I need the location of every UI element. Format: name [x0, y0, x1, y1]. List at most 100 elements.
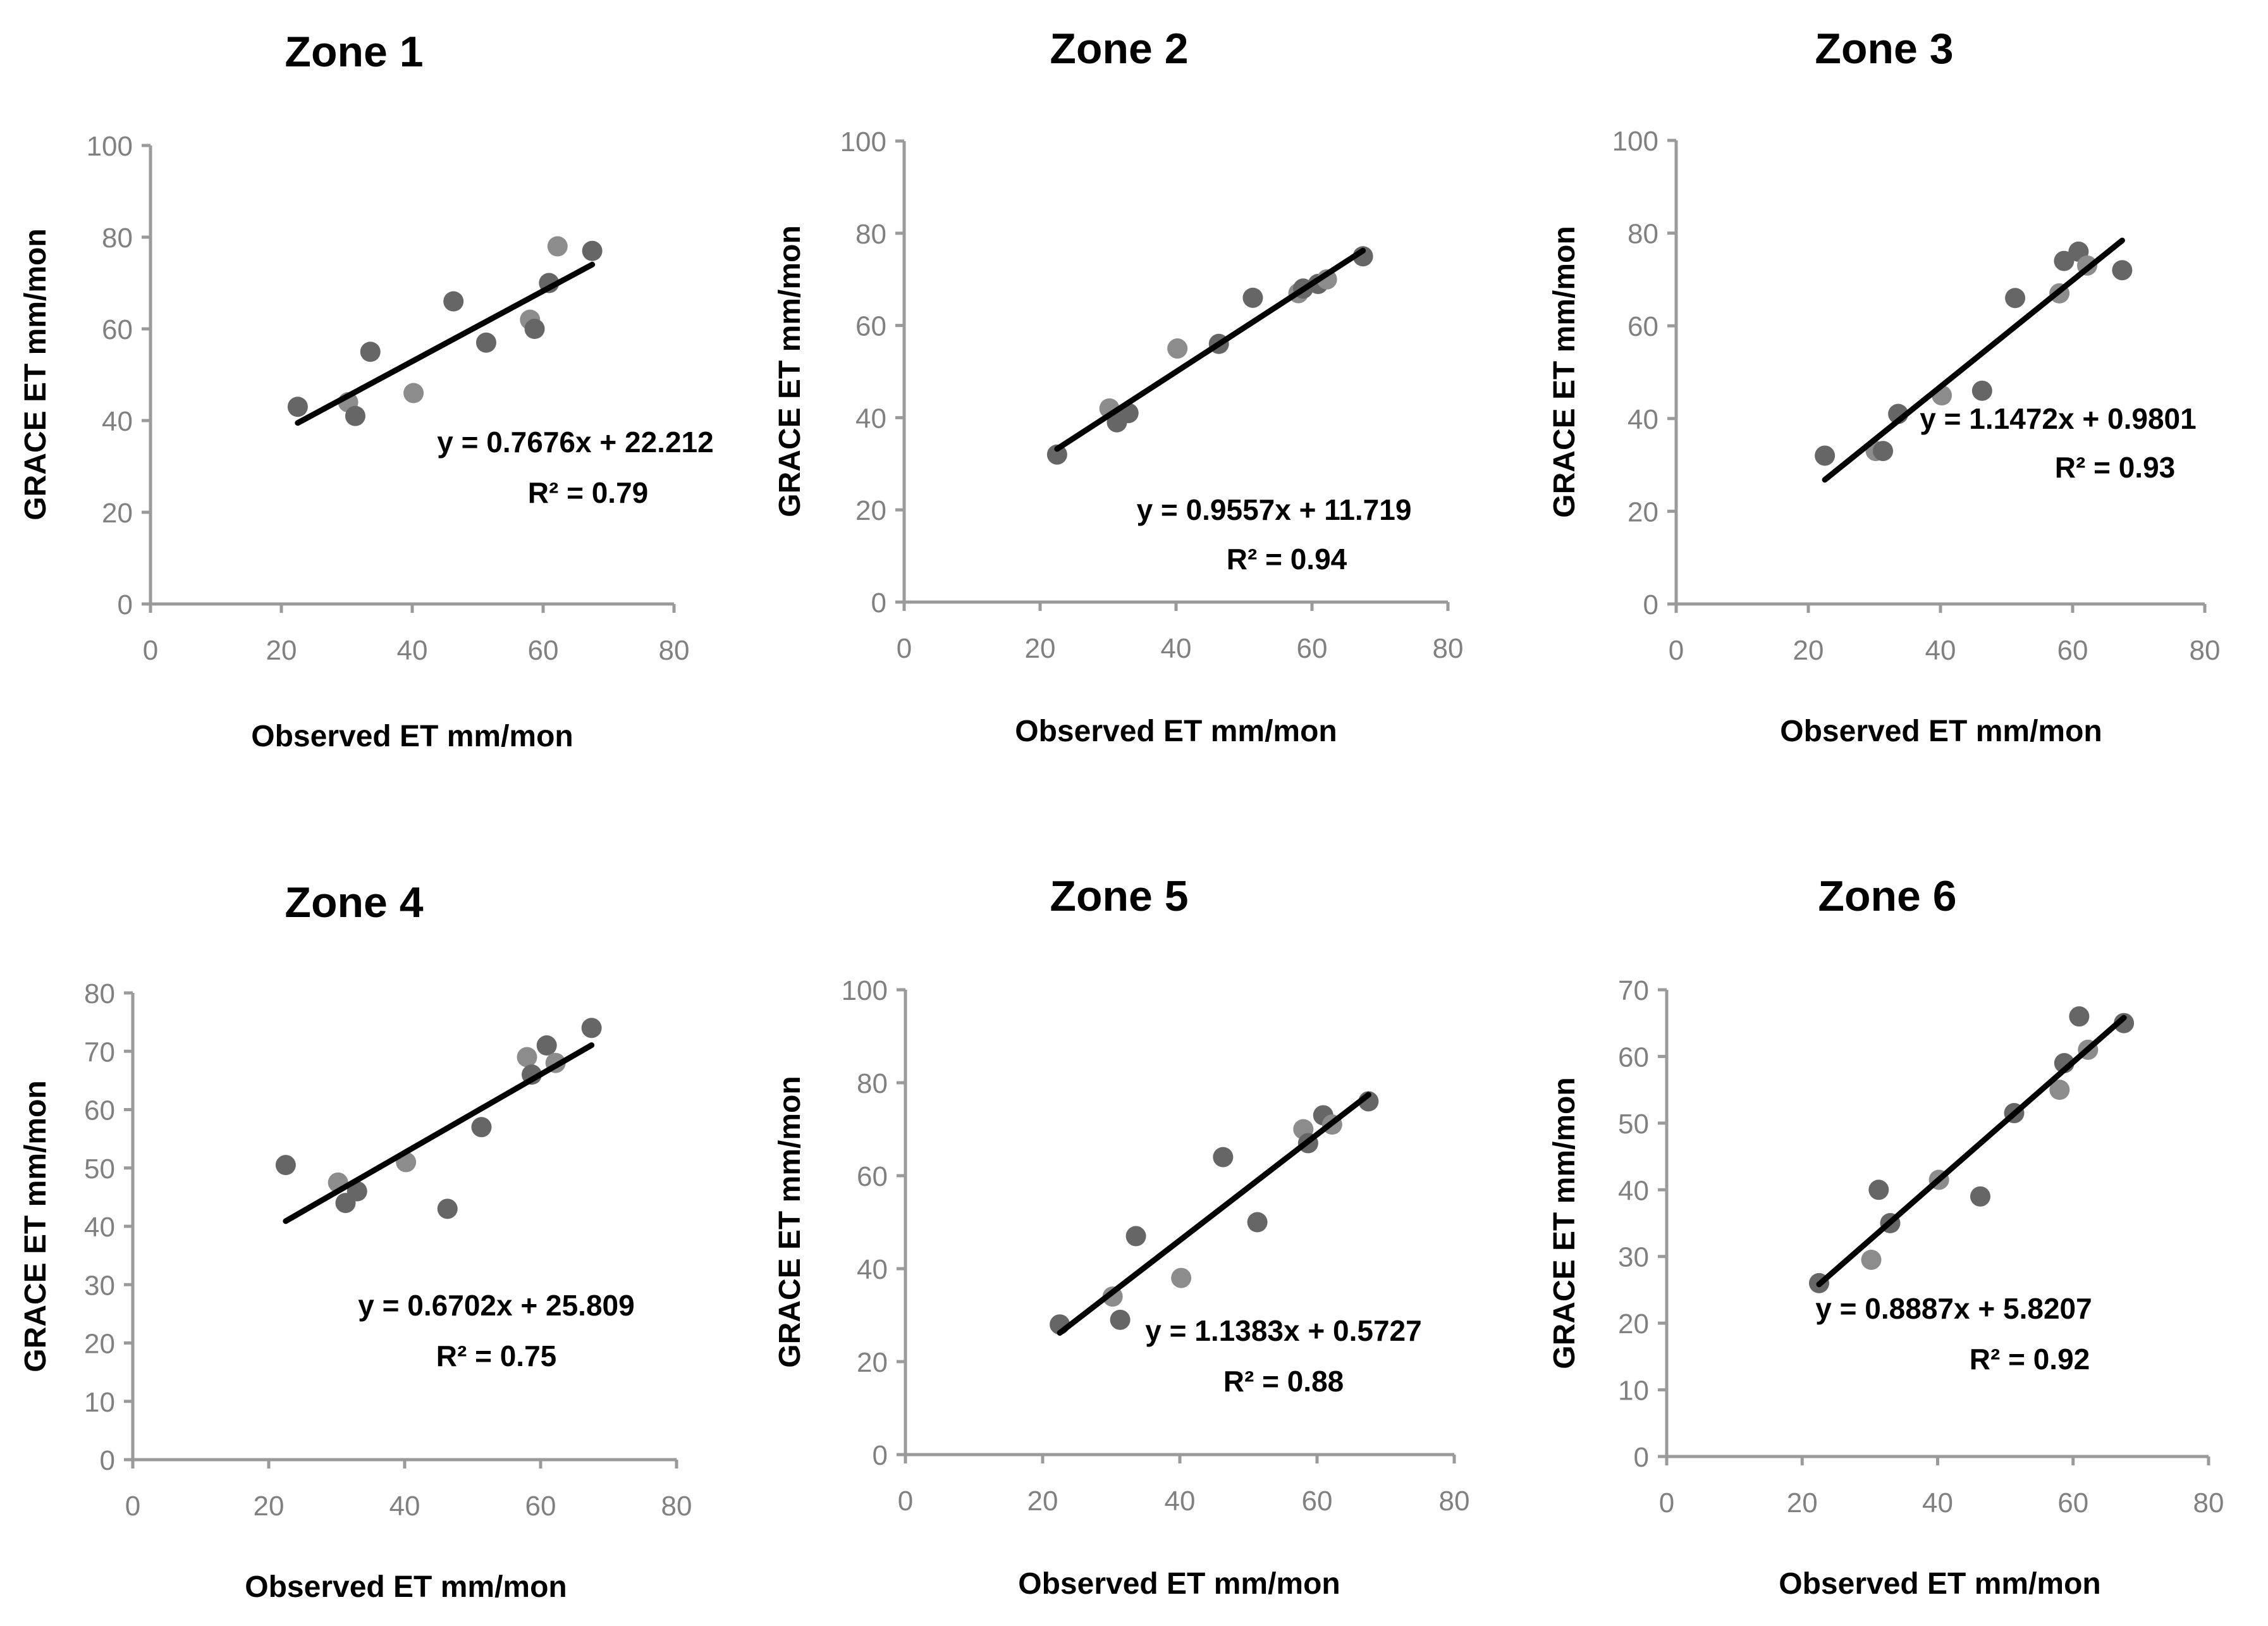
zone-1-panel: Zone 1 0 20 40 60 80 100 0 20 40 60 80 GRACE ET mm/m… [19, 28, 714, 753]
data-point [275, 1155, 296, 1176]
y-tick-label: 40 [84, 1212, 115, 1243]
y-tick-label: 40 [857, 1254, 888, 1285]
data-point [360, 342, 381, 362]
trend-line [1054, 247, 1366, 452]
y-axis-label: GRACE ET mm/mon [773, 1076, 807, 1367]
r-squared-label: R² = 0.75 [436, 1340, 557, 1372]
data-point [471, 1117, 492, 1138]
y-tick-label: 0 [100, 1445, 115, 1476]
y-tick-label: 10 [84, 1387, 115, 1418]
y-tick-label: 70 [84, 1037, 115, 1068]
y-tick-label: 10 [1618, 1376, 1649, 1407]
data-point [547, 236, 568, 257]
data-point [1970, 1186, 1990, 1207]
data-point [1125, 1226, 1146, 1247]
x-tick-label: 20 [1793, 635, 1824, 666]
y-tick-label: 30 [1618, 1242, 1649, 1273]
x-tick-label: 20 [1787, 1487, 1818, 1518]
y-tick-label: 20 [1627, 496, 1658, 527]
data-point [1873, 441, 1894, 462]
x-tick-label: 20 [1025, 633, 1056, 664]
panel-title: Zone 5 [1050, 872, 1188, 920]
y-tick-label: 60 [855, 311, 886, 342]
y-axis-label: GRACE ET mm/mon [19, 228, 52, 520]
regression-equation: y = 1.1472x + 0.9801 [1920, 402, 2196, 435]
r-squared-label: R² = 0.88 [1223, 1365, 1344, 1398]
y-tick-label: 60 [102, 314, 133, 345]
r-squared-label: R² = 0.93 [2055, 451, 2176, 484]
data-point [1247, 1212, 1268, 1233]
data-point [437, 1198, 458, 1219]
data-point [1213, 1147, 1234, 1167]
panel-title: Zone 3 [1815, 25, 1953, 73]
data-point [2112, 260, 2133, 281]
x-tick-label: 80 [659, 635, 690, 666]
trend-line [1816, 1014, 2127, 1288]
y-tick-label: 60 [857, 1161, 888, 1192]
x-tick-label: 0 [1659, 1487, 1674, 1518]
data-point [536, 1035, 557, 1056]
y-tick-label: 80 [84, 978, 115, 1009]
x-tick-label: 20 [254, 1491, 285, 1522]
y-tick-label: 20 [855, 495, 886, 526]
regression-equation: y = 0.6702x + 25.809 [358, 1289, 634, 1322]
x-tick-label: 20 [266, 635, 297, 666]
regression-equation: y = 1.1383x + 0.5727 [1145, 1314, 1421, 1347]
x-axis-label: Observed ET mm/mon [245, 1570, 567, 1604]
y-tick-label: 100 [87, 131, 133, 162]
x-tick-label: 40 [1165, 1486, 1196, 1517]
y-tick-label: 80 [857, 1068, 888, 1099]
trend-line [295, 261, 596, 426]
panel-title: Zone 2 [1050, 25, 1188, 73]
y-tick-label: 80 [855, 219, 886, 250]
y-tick-label: 60 [1618, 1042, 1649, 1073]
zone-3-panel: Zone 3 0 20 40 60 80 100 0 20 40 60 80 GRACE ET mm/m… [1548, 25, 2220, 748]
y-tick-label: 40 [102, 406, 133, 437]
y-tick-label: 0 [118, 589, 133, 620]
data-point [2005, 288, 2026, 309]
data-point [1815, 445, 1836, 466]
x-tick-label: 0 [143, 635, 158, 666]
y-axis-label: GRACE ET mm/mon [773, 225, 807, 517]
x-tick-label: 80 [2190, 635, 2221, 666]
x-axis-label: Observed ET mm/mon [1779, 1567, 2100, 1601]
x-tick-label: 80 [661, 1491, 692, 1522]
x-tick-label: 80 [1433, 633, 1464, 664]
data-point [1861, 1249, 1882, 1270]
data-point [1110, 1309, 1131, 1330]
y-tick-label: 20 [102, 498, 133, 529]
x-tick-label: 40 [1925, 635, 1956, 666]
r-squared-label: R² = 0.94 [1227, 543, 1347, 576]
panel-title: Zone 4 [285, 878, 423, 927]
data-point [1046, 444, 1067, 465]
regression-equation: y = 0.8887x + 5.8207 [1815, 1292, 2092, 1325]
y-tick-label: 20 [84, 1329, 115, 1360]
x-tick-label: 60 [528, 635, 559, 666]
y-tick-label: 0 [1634, 1442, 1649, 1473]
data-point [287, 397, 308, 417]
x-tick-label: 0 [125, 1491, 140, 1522]
r-squared-label: R² = 0.92 [1970, 1343, 2090, 1376]
y-tick-label: 40 [1618, 1175, 1649, 1206]
y-tick-label: 80 [1627, 219, 1658, 250]
x-tick-label: 0 [898, 1486, 913, 1517]
x-tick-label: 60 [1297, 633, 1328, 664]
y-tick-label: 0 [871, 588, 886, 619]
y-tick-label: 50 [1618, 1109, 1649, 1140]
y-tick-label: 60 [1627, 311, 1658, 342]
y-tick-label: 0 [1643, 589, 1658, 620]
x-tick-label: 0 [897, 633, 912, 664]
data-point [1242, 287, 1263, 308]
data-point [1171, 1267, 1192, 1288]
x-tick-label: 20 [1027, 1486, 1058, 1517]
y-tick-label: 100 [842, 975, 888, 1006]
data-point [403, 383, 424, 403]
x-tick-label: 80 [2193, 1487, 2224, 1518]
data-point [443, 291, 464, 312]
x-tick-label: 60 [2057, 635, 2088, 666]
data-point [581, 1018, 602, 1038]
zone-4-panel: Zone 4 0 10 20 30 40 50 60 70 80 0 20 40 60 80 GRACE ET… [19, 878, 692, 1604]
y-tick-label: 50 [84, 1154, 115, 1185]
r-squared-label: R² = 0.79 [528, 476, 649, 509]
